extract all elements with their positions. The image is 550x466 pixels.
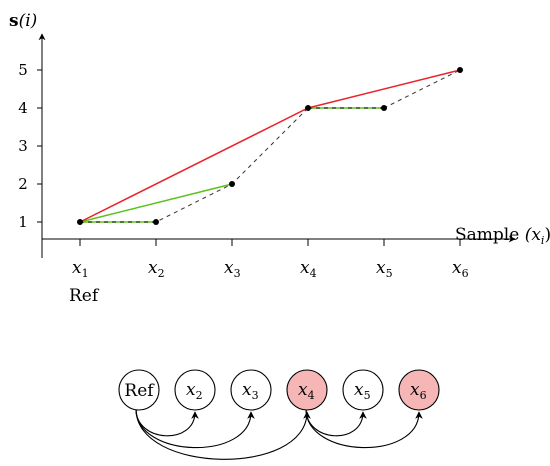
y-tick-label: 2 <box>18 175 28 193</box>
data-point <box>153 219 159 225</box>
reference-graph: Ref x2 x3 x4 x5 x6 <box>118 369 440 460</box>
x-axis-label-text: Sample <box>455 225 519 245</box>
graph-edge-arrow <box>305 408 423 449</box>
graph-node-label: x5 <box>354 380 371 402</box>
green-segment <box>79 183 233 223</box>
graph-node-label: x6 <box>410 380 427 402</box>
graph-edge-arrow <box>135 408 255 449</box>
x-axis-label: Sample (xi) <box>455 225 550 247</box>
y-tick-label: 5 <box>18 61 28 79</box>
graph-edge-arrow <box>135 408 311 460</box>
x-axis-label-sub: i <box>541 234 545 247</box>
data-points <box>77 67 463 225</box>
tick-group: x1 x2 x3 x4 x5 x6 1 2 3 4 5 <box>18 61 468 280</box>
x-axis-label-close: ) <box>544 225 550 245</box>
y-axis-label-paren: (i) <box>19 11 38 31</box>
y-tick-label: 4 <box>18 99 28 117</box>
graph-node-highlighted <box>398 369 440 411</box>
x-tick-label: x1 <box>72 258 89 280</box>
x-tick-label: x4 <box>300 258 317 280</box>
graph-node <box>174 369 216 411</box>
chart-axes <box>38 33 516 258</box>
graph-node-label: x2 <box>186 380 203 402</box>
ref-label: Ref <box>69 286 100 306</box>
data-point <box>77 219 83 225</box>
x-tick-label: x3 <box>224 258 241 280</box>
red-reference-line <box>79 69 461 223</box>
graph-node <box>118 369 160 411</box>
series-lines <box>79 69 461 223</box>
graph-node-label: x3 <box>242 380 259 402</box>
data-point <box>381 105 387 111</box>
graph-node-label: x4 <box>298 380 315 402</box>
graph-node <box>342 369 384 411</box>
y-axis-label: s(i) <box>9 11 37 31</box>
graph-edge-arrow <box>135 408 199 437</box>
x-tick-label: x2 <box>148 258 165 280</box>
data-point <box>305 105 311 111</box>
y-tick-label: 1 <box>18 213 28 231</box>
y-axis-label-main: s <box>9 11 19 31</box>
graph-edge-arrow <box>305 408 367 437</box>
y-tick-label: 3 <box>18 137 28 155</box>
dashed-sample-line <box>80 69 461 223</box>
graph-node-label: Ref <box>124 381 155 401</box>
graph-node-highlighted <box>286 369 328 411</box>
x-axis-label-var: (x <box>525 225 542 245</box>
data-point <box>457 67 463 73</box>
data-point <box>229 181 235 187</box>
graph-node <box>230 369 272 411</box>
x-tick-label: x5 <box>376 258 393 280</box>
x-tick-label: x6 <box>452 258 469 280</box>
